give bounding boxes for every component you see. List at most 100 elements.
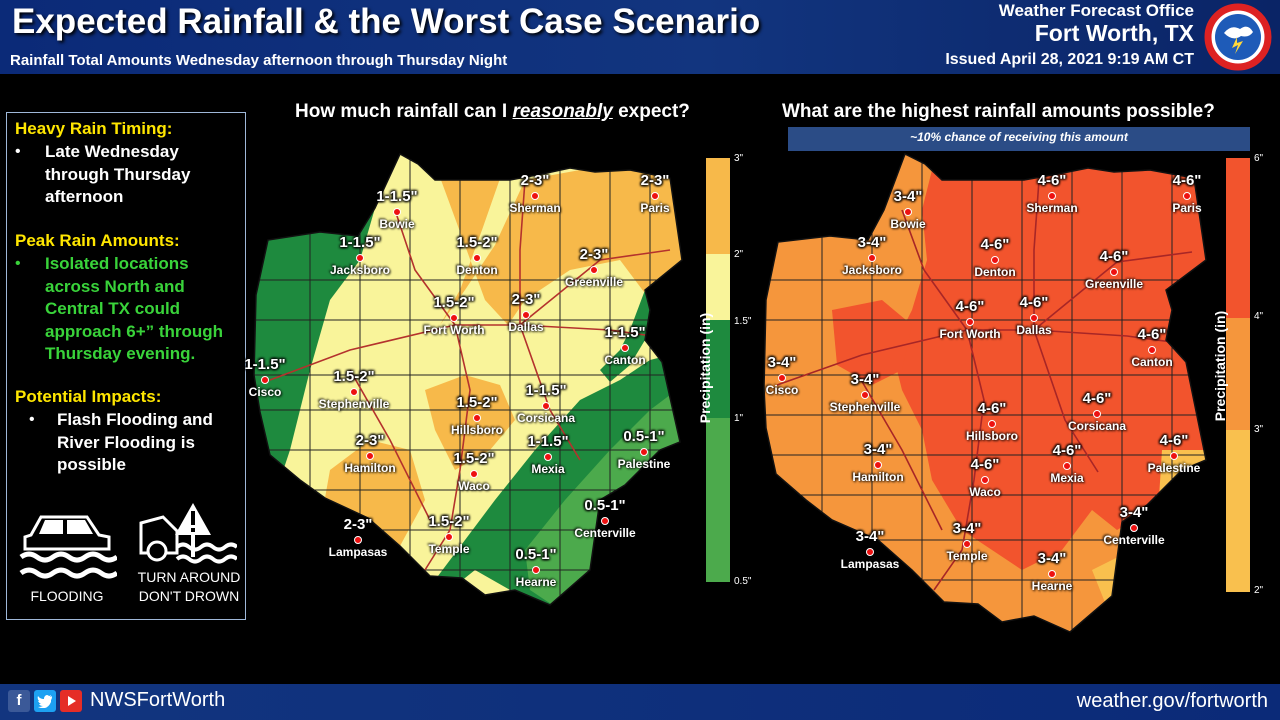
city-marker-icon (590, 266, 598, 274)
right-amount-label: 4-6" (1172, 172, 1202, 189)
social-links: f NWSFortWorth (8, 689, 225, 712)
city-marker-icon (988, 420, 996, 428)
scale-axis-label: Precipitation (in) (1212, 310, 1228, 422)
city-marker-icon (393, 208, 401, 216)
right-city-name: Dallas (1016, 323, 1052, 337)
left-city-name: Greenville (564, 275, 624, 289)
right-amount-label: 4-6" (1037, 172, 1067, 189)
left-city-name: Hearne (515, 575, 557, 589)
reasonable-rainfall-map: 1-1.5" Bowie 2-3" Sherman 2-3" Paris 1-1.5" Jac… (244, 150, 690, 610)
right-city-name: Hillsboro (965, 429, 1019, 443)
bullet: • (15, 255, 21, 272)
left-amount-label: 2-3" (640, 172, 670, 189)
city-marker-icon (601, 517, 609, 525)
right-amount-label: 3-4" (893, 188, 923, 205)
right-city-name: Cisco (765, 383, 799, 397)
left-amount-label: 0.5-1" (584, 497, 626, 514)
right-city-name: Corsicana (1067, 419, 1127, 433)
nws-logo-icon (1204, 3, 1272, 71)
left-city-name: Lampasas (328, 545, 388, 559)
right-city-name: Bowie (890, 217, 926, 231)
left-city-name: Sherman (509, 201, 561, 215)
city-marker-icon (450, 314, 458, 322)
scale-tick: 2" (1254, 585, 1264, 596)
left-amount-label: 1.5-2" (456, 234, 498, 251)
right-amount-label: 3-4" (952, 520, 982, 537)
right-amount-label: 4-6" (980, 236, 1010, 253)
office-location: Fort Worth, TX (1034, 20, 1194, 46)
left-amount-label: 0.5-1" (623, 428, 665, 445)
website-link[interactable]: weather.gov/fortworth (1076, 690, 1268, 712)
right-city-name: Lampasas (840, 557, 900, 571)
twitter-icon[interactable] (34, 689, 56, 712)
peak-amounts-heading: Peak Rain Amounts: (15, 231, 180, 250)
city-marker-icon (1183, 192, 1191, 200)
left-city-name: Stephenville (318, 397, 390, 411)
city-marker-icon (445, 533, 453, 541)
county-borders (254, 154, 682, 605)
header-bar: Expected Rainfall & the Worst Case Scena… (0, 0, 1280, 74)
worst-case-rainfall-map: 3-4" Bowie 4-6" Sherman 4-6" Paris 3-4" Jacksbo… (762, 150, 1212, 640)
right-amount-label: 4-6" (1019, 294, 1049, 311)
left-city-name: Hillsboro (450, 423, 504, 437)
social-handle[interactable]: NWSFortWorth (90, 689, 226, 711)
page-title: Expected Rainfall & the Worst Case Scena… (12, 2, 761, 41)
heavy-rain-heading: Heavy Rain Timing: (15, 119, 173, 138)
right-city-name: Hearne (1031, 579, 1073, 593)
city-marker-icon (1110, 268, 1118, 276)
right-amount-label: 4-6" (1137, 326, 1167, 343)
scale-bin-0-5-1 (706, 418, 730, 582)
scale-bin-4-6 (1226, 158, 1250, 318)
city-marker-icon (904, 208, 912, 216)
left-city-name: Bowie (379, 217, 415, 231)
left-amount-label: 1.5-2" (433, 294, 475, 311)
youtube-icon[interactable] (60, 689, 82, 712)
city-marker-icon (981, 476, 989, 484)
left-amount-label: 1-1.5" (604, 324, 646, 341)
interstate-highways (269, 179, 681, 571)
left-amount-label: 1-1.5" (376, 188, 418, 205)
left-city-name: Corsicana (516, 411, 576, 425)
right-city-name: Jacksboro (841, 263, 903, 277)
city-marker-icon (963, 540, 971, 548)
right-city-name: Hamilton (852, 470, 904, 484)
city-marker-icon (531, 192, 539, 200)
left-amount-label: 1.5-2" (456, 394, 498, 411)
flooding-car-icon (19, 515, 117, 579)
page-subtitle: Rainfall Total Amounts Wednesday afterno… (10, 52, 508, 69)
city-marker-icon (1048, 192, 1056, 200)
city-marker-icon (261, 376, 269, 384)
city-marker-icon (640, 448, 648, 456)
right-city-name: Sherman (1026, 201, 1078, 215)
facebook-icon[interactable]: f (8, 689, 30, 712)
city-marker-icon (1093, 410, 1101, 418)
left-amount-label: 1-1.5" (339, 234, 381, 251)
city-marker-icon (350, 388, 358, 396)
flooding-label: FLOODING (30, 588, 104, 604)
city-marker-icon (356, 254, 364, 262)
scale-tick: 4" (1254, 311, 1264, 322)
right-city-name: Temple (946, 549, 988, 563)
city-marker-icon (1063, 462, 1071, 470)
turn-around-dont-drown-icon (139, 503, 237, 564)
bullet: • (15, 143, 21, 160)
right-amount-label: 3-4" (767, 354, 797, 371)
city-marker-icon (1148, 346, 1156, 354)
city-marker-icon (874, 461, 882, 469)
bullet: • (29, 411, 35, 428)
right-amount-label: 3-4" (857, 234, 887, 251)
right-amount-label: 4-6" (1082, 390, 1112, 407)
scale-tick: 0.5" (734, 576, 752, 587)
right-amount-label: 4-6" (955, 298, 985, 315)
left-amount-label: 0.5-1" (515, 546, 557, 563)
right-city-name: Greenville (1084, 277, 1144, 291)
scale-bin-2-3 (706, 158, 730, 254)
left-city-name: Fort Worth (423, 323, 485, 337)
scale-tick: 2" (734, 249, 744, 260)
right-color-scale (1226, 158, 1250, 592)
city-marker-icon (542, 402, 550, 410)
left-city-name: Hamilton (344, 461, 396, 475)
left-city-name: Waco (458, 479, 490, 493)
city-marker-icon (544, 453, 552, 461)
scale-tick: 3" (734, 153, 744, 164)
